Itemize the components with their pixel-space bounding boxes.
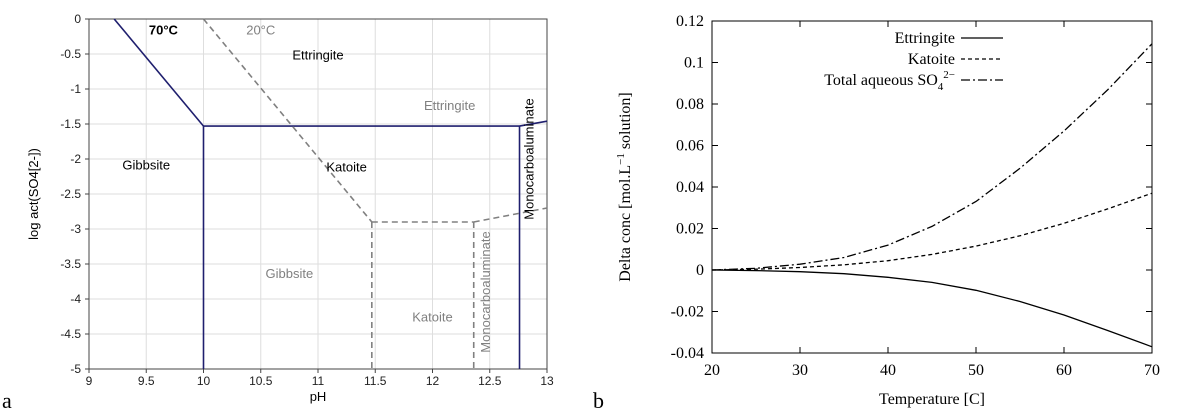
chart-b-lines [711, 43, 1153, 348]
chart-b-x-tick-label: 30 [792, 362, 808, 379]
chart-b-y-tick-label: -0.04 [671, 345, 704, 362]
chart-b-x-tick-label: 40 [880, 362, 896, 379]
chart-a-boundary-20c [473, 207, 548, 223]
chart-a-x-tick-label: 12 [426, 374, 440, 388]
chart-b-y-axis-label-tail: solution] [617, 92, 634, 153]
chart-a-y-tick-label: -1 [70, 82, 81, 96]
chart-a-y-tick-label: 0 [74, 12, 81, 26]
chart-a-region-label: Gibbsite [122, 158, 170, 173]
chart-a-x-tick-label: 9 [86, 374, 93, 388]
chart-b-y-axis-label-main: Delta conc [mol.L [617, 165, 634, 282]
phase-diagram-chart: 9 9.5 10 10.5 11 11.5 12 12.5 13 0 -0.5 -1 -1.5 -2 -2.… [26, 12, 554, 404]
chart-a-x-tick-label: 9.5 [138, 374, 155, 388]
chart-b-ticks: 20 30 40 50 60 70 -0.04 -0.02 0 0.02 0.04 0.06 0.08 0… [671, 13, 1160, 379]
chart-b-plot-frame [711, 20, 1153, 354]
chart-b-y-axis-label-sup: −1 [615, 153, 627, 165]
chart-b-x-tick-label: 60 [1056, 362, 1072, 379]
chart-a-y-tick-label: -2.5 [60, 187, 81, 201]
chart-a-y-tick-label: -1.5 [60, 117, 81, 131]
chart-b-legend-label: Ettringite [895, 30, 955, 47]
chart-a-x-axis-label: pH [310, 389, 327, 404]
chart-a-x-tick-label: 10 [197, 374, 211, 388]
chart-a-region-label: Monocarboaluminate [521, 98, 536, 219]
chart-a-ticks: 9 9.5 10 10.5 11 11.5 12 12.5 13 0 -0.5 -1 -1.5 -2 -2.… [60, 12, 554, 388]
chart-a-region-label: Gibbsite [266, 266, 314, 281]
chart-b-y-tick-label: 0 [696, 262, 704, 279]
panel-label-a: a [2, 388, 12, 413]
chart-a-x-tick-label: 11.5 [364, 374, 387, 388]
chart-b-series-ettringite [711, 269, 1153, 348]
chart-a-region-label: Katoite [326, 160, 366, 175]
chart-b-y-tick-label: 0.06 [676, 138, 704, 155]
chart-b-series-total-so4 [711, 43, 1153, 271]
chart-b-y-axis-label: Delta conc [mol.L−1 solution] [615, 92, 634, 281]
chart-a-x-tick-label: 13 [540, 374, 554, 388]
chart-b-x-tick-label: 70 [1144, 362, 1160, 379]
chart-a-y-axis-label: log act(SO4[2-]) [26, 148, 41, 240]
chart-a-region-label: 70°C [149, 22, 179, 37]
chart-b-legend-label: Katoite [908, 51, 955, 68]
chart-b-y-tick-label: 0.12 [676, 13, 704, 30]
chart-b-x-tick-label: 20 [704, 362, 720, 379]
chart-a-region-labels: 70°C 20°C Ettringite Ettringite Gibbsite Kato… [122, 22, 536, 352]
chart-a-y-tick-label: -4 [70, 292, 81, 306]
chart-b-y-tick-label: 0.1 [684, 55, 704, 72]
chart-a-y-tick-label: -3 [70, 222, 81, 236]
chart-b-y-tick-label: -0.02 [671, 304, 704, 321]
chart-a-y-tick-label: -5 [70, 362, 81, 376]
chart-a-boundary-70c [519, 120, 548, 127]
chart-b-y-tick-label: 0.02 [676, 221, 704, 238]
chart-a-y-tick-label: -3.5 [60, 257, 81, 271]
chart-a-x-tick-label: 12.5 [478, 374, 502, 388]
chart-a-x-tick-label: 11 [312, 374, 325, 388]
chart-a-region-label: Ettringite [424, 98, 475, 113]
chart-b-series-katoite [711, 192, 1153, 271]
chart-a-boundary-20c [202, 18, 373, 223]
chart-b-x-tick-label: 50 [968, 362, 984, 379]
chart-a-y-tick-label: -0.5 [60, 47, 81, 61]
chart-b-x-axis-label: Temperature [C] [879, 391, 985, 408]
delta-concentration-chart: 20 30 40 50 60 70 -0.04 -0.02 0 0.02 0.04 0.06 0.08 0… [615, 13, 1160, 408]
chart-a-region-label: Monocarboaluminate [478, 231, 493, 352]
chart-a-boundary-70c [113, 18, 205, 127]
chart-b-legend-label: Total aqueous SO42− [824, 69, 955, 93]
chart-a-region-label: Katoite [412, 309, 452, 324]
panel-label-b: b [593, 388, 604, 413]
chart-a-grid [88, 18, 548, 370]
chart-a-x-tick-label: 10.5 [249, 374, 273, 388]
chart-a-region-label: Ettringite [292, 48, 343, 63]
chart-a-y-tick-label: -4.5 [60, 327, 81, 341]
chart-a-y-tick-label: -2 [70, 152, 81, 166]
chart-a-lines [113, 18, 548, 369]
chart-b-y-tick-label: 0.04 [676, 179, 704, 196]
chart-a-region-label: 20°C [246, 22, 275, 37]
chart-b-y-tick-label: 0.08 [676, 96, 704, 113]
